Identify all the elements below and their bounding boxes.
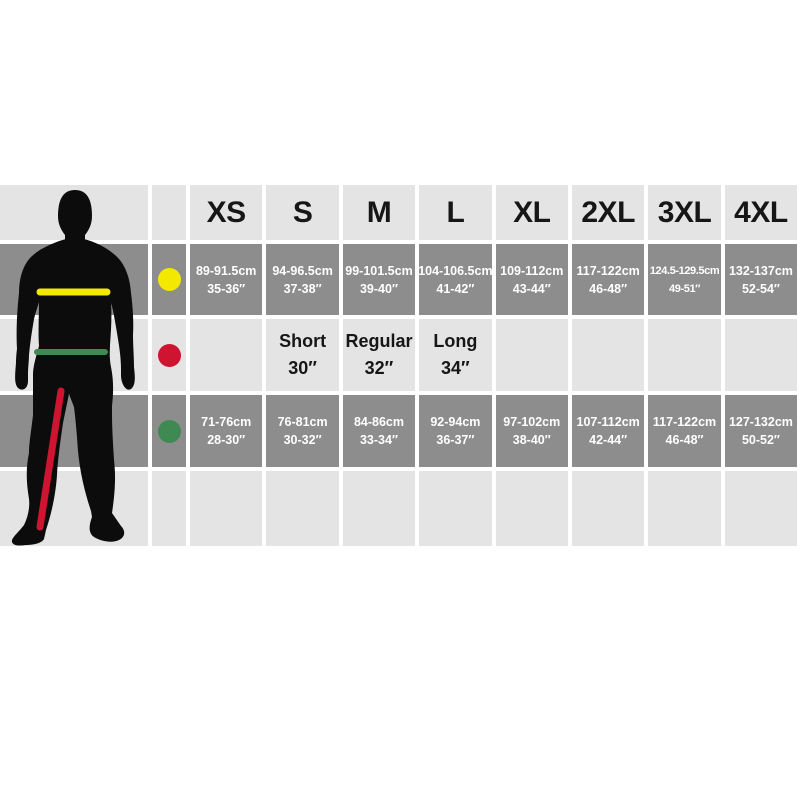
footer-band-cell xyxy=(724,471,798,546)
footer-band-cell xyxy=(571,471,645,546)
waist-cell-4xl: 127-132cm 50-52″ xyxy=(724,395,798,467)
waist-cm: 84-86cm xyxy=(353,415,404,429)
chest-in: 49-51″ xyxy=(669,282,701,295)
chest-cm: 117-122cm xyxy=(576,263,640,278)
chest-cell-4xl: 132-137cm 52-54″ xyxy=(724,244,798,315)
waist-cm: 127-132cm xyxy=(728,415,793,429)
size-header-xs: XS xyxy=(190,185,263,240)
green-dot-icon xyxy=(157,419,181,443)
waist-in: 50-52″ xyxy=(741,433,780,447)
size-header-xl: XL xyxy=(495,185,568,240)
chest-cell-xl: 109-112cm 43-44″ xyxy=(495,244,568,315)
leg-label: Short xyxy=(279,331,327,351)
size-header-m: M xyxy=(342,185,416,240)
footer-band-cell xyxy=(190,471,263,546)
footer-band-cell xyxy=(266,471,339,546)
chest-cm: 124.5-129.5cm xyxy=(649,264,720,277)
chest-cell-xs: 89-91.5cm 35-36″ xyxy=(190,244,263,315)
waist-in: 33-34″ xyxy=(359,433,398,447)
chest-cell-l: 104-106.5cm 41-42″ xyxy=(418,244,493,315)
waist-cm: 107-112cm xyxy=(576,415,640,429)
leg-in: 34″ xyxy=(441,358,470,378)
waist-in: 30-32″ xyxy=(283,433,322,447)
chest-in: 52-54″ xyxy=(741,281,780,296)
leg-in: 32″ xyxy=(364,358,394,378)
size-header-4xl: 4XL xyxy=(724,185,798,240)
chest-in: 41-42″ xyxy=(436,281,475,296)
leg-label: Long xyxy=(433,331,478,351)
chest-cell-s: 94-96.5cm 37-38″ xyxy=(266,244,339,315)
waist-cell-2xl: 107-112cm 42-44″ xyxy=(571,395,645,467)
chest-in: 35-36″ xyxy=(207,281,246,296)
leg-cell-xs xyxy=(190,319,263,391)
waist-cell-s: 76-81cm 30-32″ xyxy=(266,395,339,467)
waist-cell-xs: 71-76cm 28-30″ xyxy=(190,395,263,467)
chest-cell-m: 99-101.5cm 39-40″ xyxy=(342,244,416,315)
footer-band-cell xyxy=(419,471,492,546)
footer-band-cell xyxy=(342,471,416,546)
indicator-cell-leg xyxy=(152,319,186,391)
waist-cm: 117-122cm xyxy=(652,415,717,429)
footer-band-cell xyxy=(152,471,186,546)
indicator-column-header-cell xyxy=(152,185,186,240)
chest-in: 37-38″ xyxy=(283,281,322,296)
leg-cell-2xl xyxy=(571,319,645,391)
footer-band-cell xyxy=(495,471,568,546)
waist-in: 36-37″ xyxy=(436,433,475,447)
waist-cm: 97-102cm xyxy=(503,415,561,429)
indicator-cell-waist xyxy=(152,395,186,467)
leg-cell-m: Regular 32″ xyxy=(342,319,416,391)
waist-in: 38-40″ xyxy=(512,433,551,447)
leg-cell-4xl xyxy=(724,319,798,391)
leg-cell-l: Long 34″ xyxy=(419,319,492,391)
chest-in: 43-44″ xyxy=(512,281,551,296)
chest-cm: 109-112cm xyxy=(500,263,564,278)
size-header-2xl: 2XL xyxy=(571,185,645,240)
chest-in: 39-40″ xyxy=(359,281,398,296)
waist-in: 46-48″ xyxy=(665,433,704,447)
size-header-l: L xyxy=(419,185,492,240)
leg-cell-3xl xyxy=(648,319,721,391)
chest-cm: 99-101.5cm xyxy=(345,263,413,278)
waist-cell-xl: 97-102cm 38-40″ xyxy=(495,395,568,467)
waist-cell-m: 84-86cm 33-34″ xyxy=(342,395,416,467)
waist-cm: 76-81cm xyxy=(277,415,328,429)
size-header-3xl: 3XL xyxy=(648,185,721,240)
size-chart-table: XS S M L XL 2XL 3XL 4XL 89-91.5cm 35-36″… xyxy=(0,185,798,546)
leg-cell-s: Short 30″ xyxy=(266,319,339,391)
figure-band-cell-chest xyxy=(0,244,148,315)
chest-cm: 94-96.5cm xyxy=(272,263,333,278)
yellow-dot-icon xyxy=(157,268,181,291)
chest-cm: 89-91.5cm xyxy=(195,263,257,278)
waist-cm: 71-76cm xyxy=(201,415,252,429)
waist-cell-l: 92-94cm 36-37″ xyxy=(419,395,492,467)
red-dot-icon xyxy=(157,343,181,367)
footer-band-cell xyxy=(0,471,148,546)
figure-band-cell-waist xyxy=(0,395,148,467)
chest-cm: 132-137cm xyxy=(728,263,793,278)
waist-in: 42-44″ xyxy=(589,433,628,447)
chest-cm: 104-106.5cm xyxy=(418,263,493,278)
leg-label: Regular xyxy=(345,331,413,351)
footer-band-cell xyxy=(648,471,721,546)
chest-cell-3xl: 124.5-129.5cm 49-51″ xyxy=(648,244,721,315)
chest-cell-2xl: 117-122cm 46-48″ xyxy=(571,244,645,315)
waist-cell-3xl: 117-122cm 46-48″ xyxy=(648,395,721,467)
size-header-s: S xyxy=(266,185,339,240)
figure-band-cell-leg xyxy=(0,319,148,391)
figure-column-header-cell xyxy=(0,185,148,240)
waist-cm: 92-94cm xyxy=(430,415,481,429)
chest-in: 46-48″ xyxy=(589,281,628,296)
waist-in: 28-30″ xyxy=(207,433,246,447)
leg-in: 30″ xyxy=(288,358,317,378)
indicator-cell-chest xyxy=(152,244,186,315)
leg-cell-xl xyxy=(495,319,568,391)
